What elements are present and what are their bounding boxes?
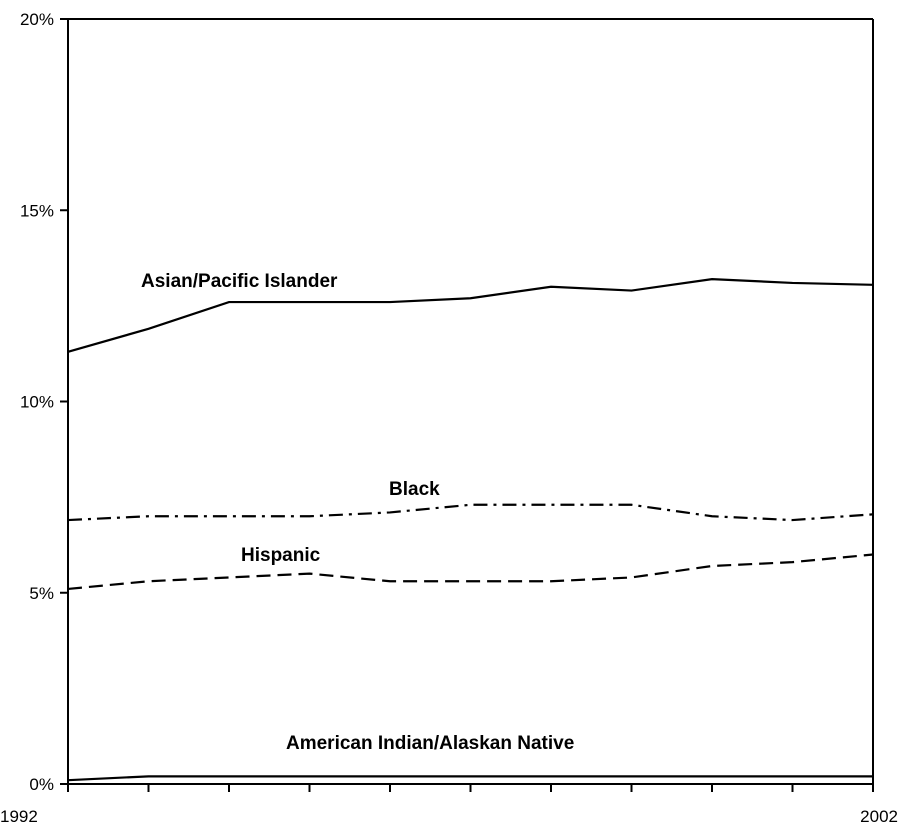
y-tick-label: 0% [29,775,54,794]
series-line-black [67,503,874,522]
x-tick-label: 2002 [860,807,898,826]
y-tick-label: 10% [20,393,54,412]
series-label-hispanic: Hispanic [241,545,321,566]
y-tick-label: 5% [29,584,54,603]
axes [67,18,874,785]
y-tick-label: 20% [20,10,54,29]
series-label-american-indian-alaskan-native: American Indian/Alaskan Native [286,733,574,754]
series-labels: Asian/Pacific Islander Black Hispanic Ameri… [141,271,574,754]
series-label-asian-pacific-islander: Asian/Pacific Islander [141,271,338,292]
series-lines [67,277,874,782]
series-line-asian-pacific-islander [67,277,874,353]
y-tick-label: 15% [20,201,54,220]
x-tick-label: 1992 [0,807,38,826]
series-line-hispanic [67,553,874,591]
series-line-american-indian-alaskan-native [67,775,873,782]
y-axis-ticks: 0% 5% 10% 15% 20% 1992 2002 [0,10,898,826]
series-label-black: Black [389,479,440,500]
